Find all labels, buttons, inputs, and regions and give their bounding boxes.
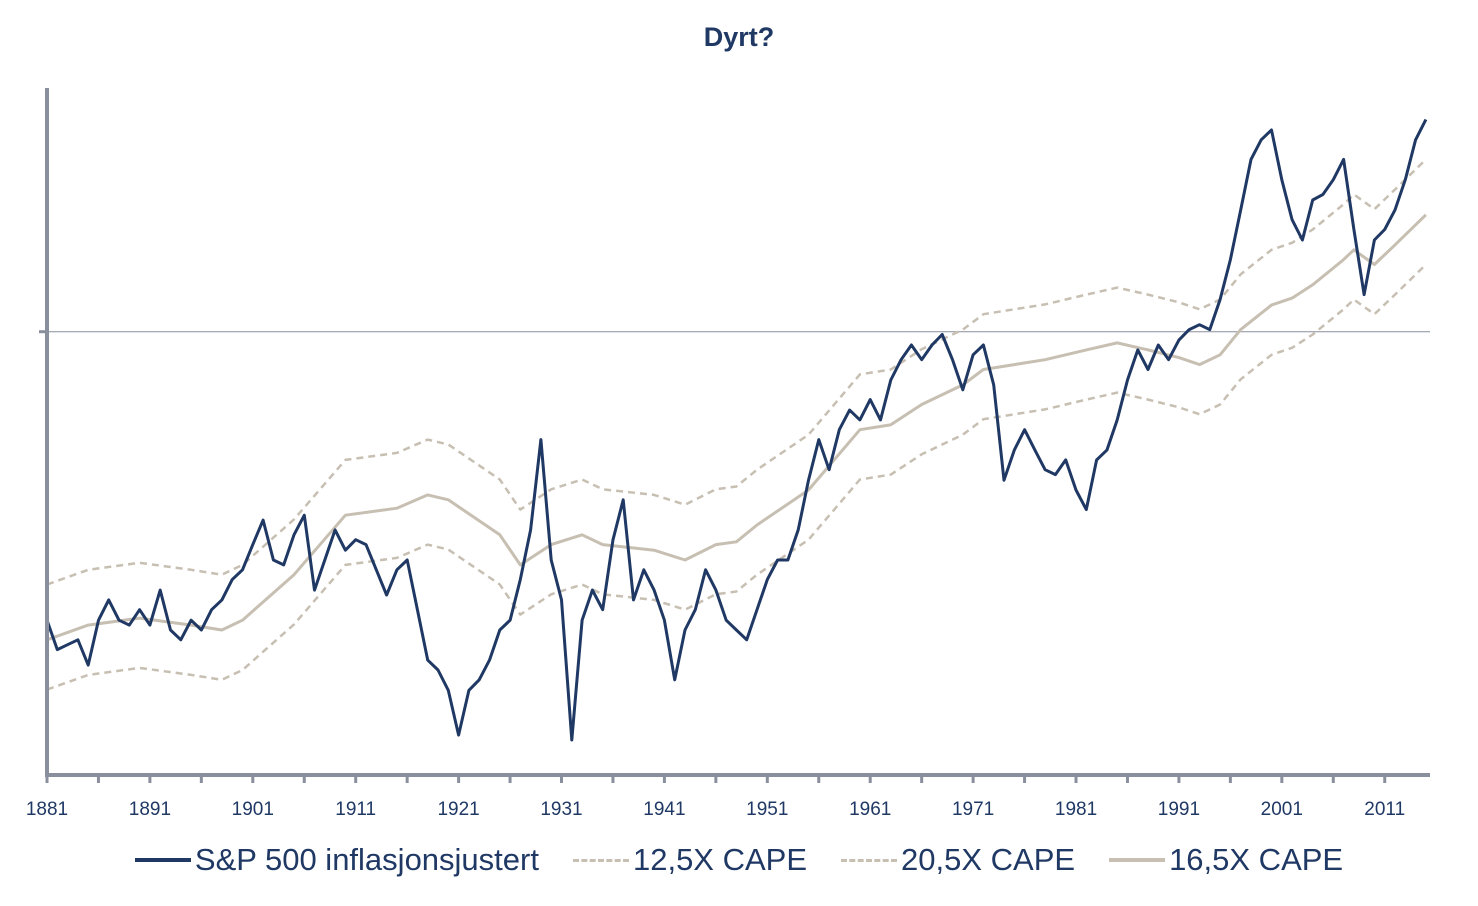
- chart-legend: S&P 500 inflasjonsjustert 12,5X CAPE 20,…: [0, 842, 1478, 878]
- x-tick-label: 1901: [232, 799, 274, 820]
- series-line-s-p-500-inflasjonsjustert: [45, 118, 1428, 742]
- x-tick-label: 1911: [335, 799, 376, 820]
- x-tick-label: 1961: [849, 799, 891, 820]
- x-tick-label: 1921: [437, 799, 479, 820]
- x-tick-label: 1881: [26, 799, 68, 820]
- legend-label: 16,5X CAPE: [1169, 842, 1344, 877]
- x-tick-label: 1951: [746, 799, 788, 820]
- series-line-16-5x-cape: [46, 213, 1427, 642]
- x-tick-label: 2001: [1261, 799, 1303, 820]
- x-tick-label: 1941: [643, 799, 685, 820]
- x-tick-label: 2011: [1364, 799, 1405, 820]
- x-tick-label: 1931: [540, 799, 582, 820]
- chart-title: Dyrt?: [703, 22, 775, 52]
- x-tick-label: 1891: [129, 799, 171, 820]
- legend-item-sp500: S&P 500 inflasjonsjustert: [134, 842, 539, 878]
- x-tick-label: 1971: [952, 799, 994, 820]
- legend-swatch-12-5x: [572, 858, 629, 862]
- x-tick-label: 1991: [1158, 799, 1200, 820]
- legend-label: 12,5X CAPE: [632, 842, 808, 877]
- legend-swatch-16-5x: [1109, 858, 1166, 862]
- legend-item-16-5x: 16,5X CAPE: [1109, 842, 1343, 878]
- legend-swatch-sp500: [134, 858, 191, 862]
- legend-item-20-5x: 20,5X CAPE: [841, 842, 1075, 878]
- legend-swatch-20-5x: [841, 858, 898, 862]
- legend-label: 20,5X CAPE: [901, 842, 1076, 877]
- x-tick-label: 1981: [1055, 799, 1097, 820]
- legend-label: S&P 500 inflasjonsjustert: [194, 842, 539, 877]
- series-line-20-5x-cape: [46, 158, 1427, 586]
- legend-item-12-5x: 12,5X CAPE: [572, 842, 808, 878]
- series-line-12-5x-cape: [46, 263, 1427, 691]
